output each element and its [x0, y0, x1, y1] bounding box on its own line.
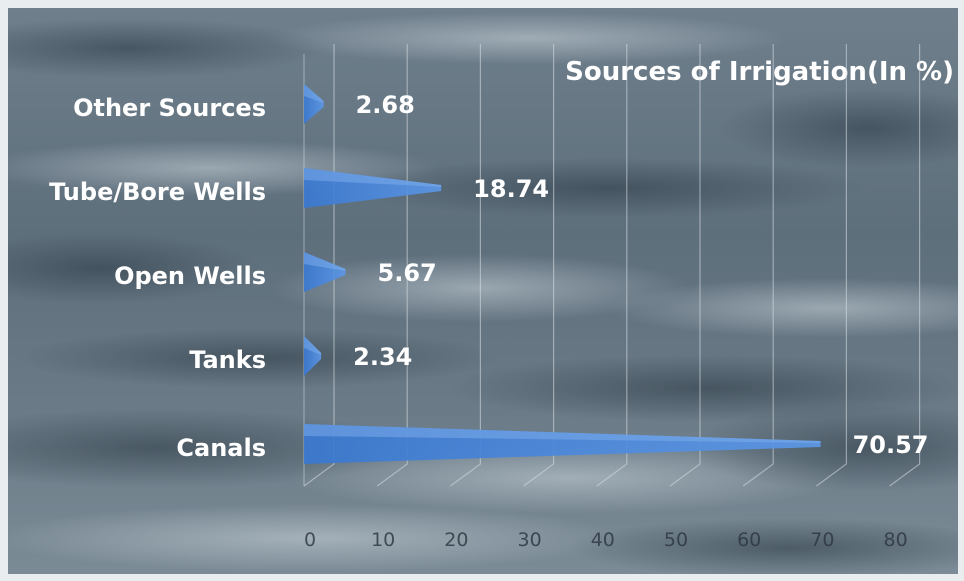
x-tick-label: 60: [737, 529, 761, 551]
gridline: [450, 44, 481, 487]
gridlines: [303, 44, 921, 487]
gridline: [669, 44, 701, 487]
gridline: [523, 44, 555, 487]
category-labels: Other Sources Tube/Bore Wells Open Wells Ta…: [49, 94, 266, 462]
water-background-panel: Sources of Irrigation(In %) Other Source…: [8, 8, 958, 574]
value-label: 18.74: [473, 175, 549, 203]
x-tick-label: 30: [518, 529, 542, 551]
gridline: [889, 44, 921, 487]
category-label: Open Wells: [114, 262, 266, 290]
x-tick-label: 10: [371, 529, 395, 551]
bar-highlight: [304, 168, 442, 187]
value-label: 2.34: [353, 343, 412, 371]
x-tick-label: 70: [810, 529, 834, 551]
x-tick-label: 80: [884, 529, 908, 551]
x-axis-ticks: 0 10 20 30 40 50 60 70 80: [304, 529, 908, 551]
x-tick-label: 20: [444, 529, 468, 551]
gridline: [742, 44, 774, 487]
bars: [304, 84, 821, 464]
value-label: 70.57: [853, 431, 929, 459]
gridline: [596, 44, 628, 487]
value-label: 5.67: [378, 259, 437, 287]
category-label: Tube/Bore Wells: [49, 178, 266, 206]
x-tick-label: 40: [591, 529, 615, 551]
x-tick-label: 0: [304, 529, 316, 551]
chart-title: Sources of Irrigation(In %): [565, 57, 954, 87]
bar-highlight: [304, 336, 322, 355]
x-tick-label: 50: [664, 529, 688, 551]
bar-highlight: [304, 252, 346, 271]
category-label: Other Sources: [73, 94, 266, 122]
bar-highlight: [304, 424, 821, 443]
irrigation-bar-chart: Sources of Irrigation(In %) Other Source…: [8, 12, 958, 574]
category-label: Tanks: [189, 346, 266, 374]
bar-highlight: [304, 84, 324, 103]
category-label: Canals: [176, 434, 266, 462]
gridline: [816, 44, 847, 487]
value-label: 2.68: [356, 91, 415, 119]
value-labels: 2.68 18.74 5.67 2.34 70.57: [353, 91, 928, 459]
